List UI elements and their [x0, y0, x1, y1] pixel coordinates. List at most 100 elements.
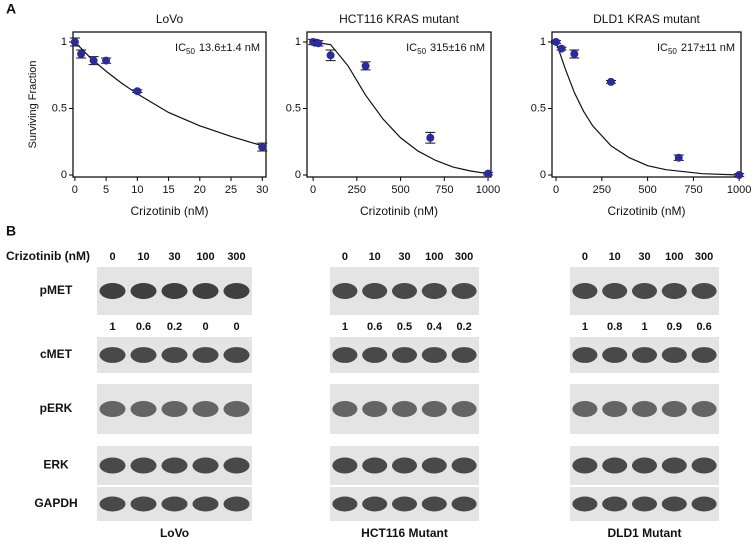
- data-point: [361, 61, 370, 70]
- cell-line-caption: LoVo: [160, 526, 189, 540]
- data-point: [606, 77, 615, 86]
- blot-band: [691, 496, 717, 512]
- blot-row-label: pMET: [40, 283, 73, 297]
- x-axis-label: Crizotinib (nM): [130, 204, 208, 218]
- quantification: 0.4: [427, 321, 443, 333]
- y-tick-label: 1: [61, 36, 67, 48]
- blot-band: [661, 496, 687, 512]
- blot-row-label: pERK: [40, 401, 73, 415]
- blot-band: [223, 347, 250, 363]
- blot-band: [223, 457, 250, 474]
- x-tick-label: 5: [103, 184, 109, 196]
- blot-band: [362, 496, 388, 512]
- quantification: 0.6: [136, 321, 151, 333]
- x-tick-label: 500: [638, 184, 656, 196]
- blot-band: [362, 283, 388, 299]
- dose-header: 300: [227, 251, 245, 263]
- blot-band: [451, 401, 477, 417]
- blot-band: [161, 496, 188, 512]
- data-point: [484, 169, 493, 178]
- data-point: [133, 87, 142, 96]
- dose-label: Crizotinib (nM): [6, 249, 90, 263]
- quantification: 1: [342, 321, 348, 333]
- blot-band: [332, 496, 358, 512]
- blot-band: [631, 347, 658, 363]
- x-tick-label: 750: [435, 184, 453, 196]
- y-tick-label: 0.5: [52, 102, 67, 114]
- y-tick-label: 0: [540, 169, 546, 181]
- dose-header: 0: [342, 251, 348, 263]
- ic50-annotation: IC50 13.6±1.4 nM: [175, 42, 260, 56]
- quantification: 0.9: [667, 321, 682, 333]
- data-point: [326, 51, 335, 60]
- ic50-part: 50: [668, 47, 677, 56]
- blot-row-label: ERK: [43, 458, 69, 472]
- blot-band: [421, 457, 447, 474]
- y-tick-label: 1: [540, 36, 546, 48]
- blot-band: [691, 347, 717, 363]
- blot-band: [421, 496, 447, 512]
- blot-row-label: cMET: [40, 347, 73, 361]
- dose-header: 100: [665, 251, 683, 263]
- x-tick-label: 20: [194, 184, 206, 196]
- ic50-annotation: IC50 315±16 nM: [406, 42, 485, 56]
- blot-band: [691, 457, 717, 474]
- panel-label: B: [6, 223, 16, 239]
- ic50-part: 50: [417, 47, 426, 56]
- fit-curve: [313, 41, 489, 175]
- blot-band: [602, 457, 628, 474]
- blot-band: [99, 347, 126, 363]
- quantification: 0.6: [367, 321, 382, 333]
- dose-header: 30: [638, 251, 650, 263]
- ic50-part: 13.6±1.4 nM: [199, 42, 260, 54]
- dose-header: 10: [609, 251, 621, 263]
- x-tick-label: 30: [256, 184, 268, 196]
- blot-band: [631, 457, 658, 474]
- blot-band: [223, 496, 250, 512]
- y-tick-label: 1: [295, 36, 301, 48]
- blot-band: [602, 347, 628, 363]
- blot-band: [631, 283, 658, 299]
- blot-band: [192, 347, 219, 363]
- blot-band: [130, 401, 157, 417]
- ic50-part: 217±11 nM: [681, 42, 735, 54]
- blot-band: [391, 401, 418, 417]
- x-axis-label: Crizotinib (nM): [607, 204, 685, 218]
- blot-band: [192, 496, 219, 512]
- dose-header: 30: [398, 251, 410, 263]
- data-point: [426, 133, 435, 142]
- x-tick-label: 15: [162, 184, 174, 196]
- blot-band: [661, 283, 687, 299]
- dose-header: 0: [109, 251, 115, 263]
- quantification: 0.2: [167, 321, 182, 333]
- y-tick-label: 0.5: [286, 102, 301, 114]
- blot-band: [130, 347, 157, 363]
- x-tick-label: 10: [131, 184, 143, 196]
- y-axis-label: Surviving Fraction: [27, 60, 39, 148]
- blot-band: [130, 283, 157, 299]
- blot-band: [691, 283, 717, 299]
- quantification: 1: [582, 321, 588, 333]
- blot-band: [161, 457, 188, 474]
- x-axis-label: Crizotinib (nM): [360, 204, 438, 218]
- blot-band: [451, 496, 477, 512]
- blot-band: [421, 347, 447, 363]
- chart-title: HCT116 KRAS mutant: [339, 12, 459, 26]
- data-point: [552, 37, 561, 46]
- y-tick-label: 0: [295, 169, 301, 181]
- quantification: 0.2: [456, 321, 471, 333]
- data-point: [735, 171, 744, 180]
- blot-band: [572, 347, 598, 363]
- x-tick-label: 1000: [476, 184, 500, 196]
- blot-band: [631, 496, 658, 512]
- blot-band: [391, 496, 418, 512]
- blot-band: [99, 283, 126, 299]
- ic50-annotation: IC50 217±11 nM: [657, 42, 735, 56]
- cell-line-caption: DLD1 Mutant: [608, 526, 682, 540]
- data-point: [557, 44, 566, 53]
- plot-frame: [72, 31, 267, 178]
- x-tick-label: 1000: [727, 184, 751, 196]
- dose-header: 10: [369, 251, 381, 263]
- dose-header: 10: [137, 251, 149, 263]
